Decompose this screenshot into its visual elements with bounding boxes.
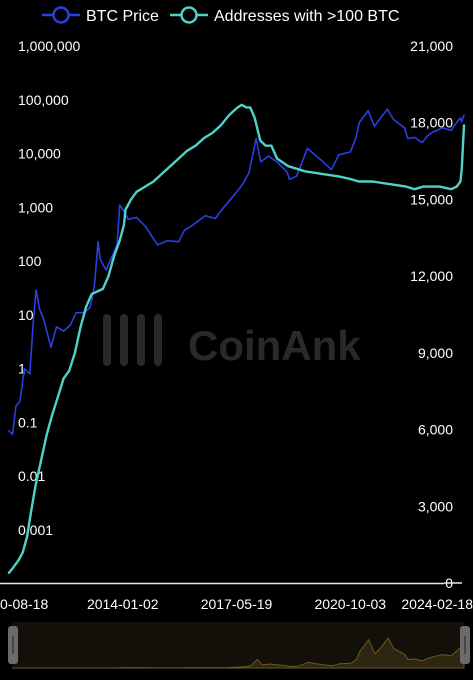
left-tick-label: 0.001 [18,522,53,538]
x-tick-label: 2014-01-02 [87,596,159,612]
x-tick-label: 2017-05-19 [201,596,273,612]
left-tick-label: 10 [18,307,34,323]
legend[interactable]: BTC Price Addresses with >100 BTC [42,6,399,26]
right-tick-label: 3,000 [418,498,453,514]
x-tick-label: 2020-10-03 [314,596,386,612]
navigator-handle-left[interactable] [8,626,18,664]
left-axis-ticks: 0.001 0.01 0.1 1 10 100 1,000 10,000 100,000 1,00… [18,38,80,538]
x-tick-label: 0-08-18 [0,596,48,612]
coinank-logo-icon [103,314,162,366]
x-tick-label: 2024-02-18 [401,596,473,612]
watermark: CoinAnk [103,314,361,369]
legend-label-addresses: Addresses with >100 BTC [214,8,399,25]
x-axis-ticks: 0-08-18 2014-01-02 2017-05-19 2020-10-03 202… [0,596,473,612]
legend-item-btc-price[interactable]: BTC Price [42,6,159,26]
left-tick-label: 0.1 [18,414,38,430]
left-tick-label: 1,000,000 [18,38,80,54]
left-tick-label: 0.01 [18,468,45,484]
legend-marker-addresses [180,6,198,24]
btc-price-line [8,108,465,436]
watermark-text: CoinAnk [188,322,361,369]
right-tick-label: 18,000 [410,115,453,131]
left-tick-label: 1 [18,361,26,377]
legend-item-addresses[interactable]: Addresses with >100 BTC [170,6,399,26]
legend-marker-btc-price [52,6,70,24]
right-tick-label: 6,000 [418,422,453,438]
left-tick-label: 1,000 [18,199,53,215]
navigator-handle-right[interactable] [460,626,470,664]
legend-label-btc-price: BTC Price [86,8,159,25]
right-tick-label: 15,000 [410,191,453,207]
right-tick-label: 9,000 [418,345,453,361]
left-tick-label: 100 [18,253,42,269]
left-tick-label: 100,000 [18,92,69,108]
right-tick-label: 12,000 [410,268,453,284]
series-layer [7,103,466,574]
right-tick-label: 21,000 [410,38,453,54]
addresses-100-btc-line [7,103,466,574]
range-navigator[interactable] [8,622,470,669]
left-tick-label: 10,000 [18,146,61,162]
navigator-area [12,637,465,669]
